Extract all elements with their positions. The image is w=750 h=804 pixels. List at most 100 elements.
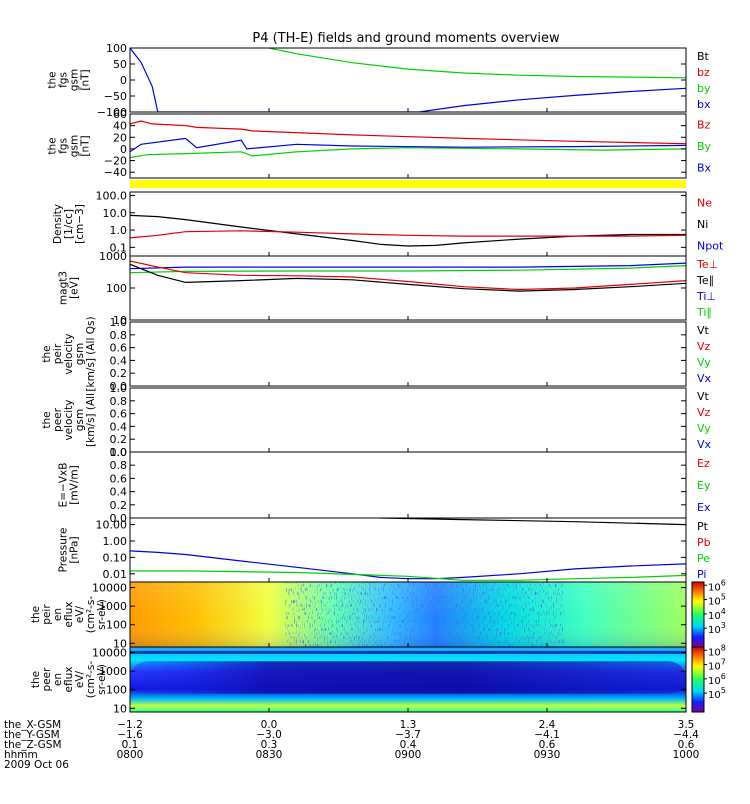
legend-item: Npot bbox=[697, 239, 724, 252]
legend-item: Te⊥ bbox=[696, 258, 718, 271]
legend-item: bx bbox=[697, 98, 711, 111]
y-tick-label: −100 bbox=[97, 106, 127, 119]
y-axis-label: en bbox=[52, 608, 64, 621]
legend-item: Vz bbox=[697, 340, 711, 353]
spectrogram-noise bbox=[285, 582, 564, 647]
y-tick-label: 0.2 bbox=[110, 433, 128, 446]
y-axis-label: E=−VxB bbox=[58, 463, 70, 508]
y-axis-label: Pressure bbox=[58, 528, 70, 573]
x-axis-tick-label: 0830 bbox=[256, 749, 283, 761]
y-axis-label: [nT] bbox=[80, 135, 92, 156]
y-axis-label: gsm bbox=[69, 69, 81, 91]
x-axis-tick-label: −4.4 bbox=[673, 729, 699, 741]
x-axis-tick-label: 0800 bbox=[117, 749, 144, 761]
y-tick-label: 0.8 bbox=[110, 329, 128, 342]
y-axis-label: [eV] bbox=[69, 277, 81, 299]
y-axis-label: the bbox=[47, 137, 59, 154]
colorbar-label: 106 bbox=[708, 578, 726, 593]
colorbar-label: 103 bbox=[708, 621, 726, 636]
y-tick-label: 0.1 bbox=[110, 241, 128, 254]
x-axis-row-label: the_X-GSM bbox=[4, 719, 61, 731]
y-axis-label: sr-eV) bbox=[96, 664, 108, 695]
x-axis-tick-label: 0930 bbox=[534, 749, 561, 761]
y-tick-label: 100 bbox=[106, 619, 127, 632]
y-tick-label: 0 bbox=[120, 74, 127, 87]
legend-item: Pb bbox=[697, 536, 711, 549]
y-tick-label: 100 bbox=[106, 42, 127, 55]
legend-item: Ez bbox=[697, 457, 710, 470]
y-axis-label: [nT] bbox=[80, 69, 92, 90]
legend-item: Vx bbox=[697, 438, 712, 451]
y-tick-label: 0.8 bbox=[110, 459, 128, 472]
y-tick-label: 100 bbox=[106, 684, 127, 697]
y-axis-label: the bbox=[41, 345, 53, 362]
x-axis-tick-label: 3.5 bbox=[678, 719, 695, 731]
series-line-Bx bbox=[130, 137, 686, 153]
y-axis-label: [cm−3] bbox=[74, 204, 86, 244]
y-tick-label: 0.8 bbox=[110, 395, 128, 408]
panel-pressure: 10.00 1.00 0.10 0.01 Pressure [nPa] Pt Pb Pe Pi bbox=[58, 517, 711, 583]
y-tick-label: 100 bbox=[106, 282, 127, 295]
x-axis-tick-label: −3.0 bbox=[256, 729, 282, 741]
y-tick-label: 1.0 bbox=[110, 316, 128, 329]
x-axis-tick-label: 1.3 bbox=[400, 719, 417, 731]
panel-frame bbox=[129, 517, 687, 583]
y-axis-label: eV/ bbox=[74, 670, 86, 688]
y-axis-label: sr-eV) bbox=[96, 599, 108, 630]
series-line-Pt bbox=[380, 518, 686, 526]
y-tick-label: 0 bbox=[120, 143, 127, 156]
y-axis-label: [nPa] bbox=[69, 536, 81, 563]
x-axis-row-label: the_Z-GSM bbox=[4, 739, 62, 751]
y-tick-label: 1000 bbox=[99, 600, 127, 613]
y-axis-label: peer bbox=[52, 407, 64, 432]
y-axis-label: [mV/m] bbox=[69, 465, 81, 504]
colorbar-label: 104 bbox=[708, 607, 726, 622]
y-axis-label: the bbox=[30, 671, 42, 688]
spectrogram-band bbox=[130, 650, 686, 654]
colorbar-label: 106 bbox=[708, 672, 726, 687]
y-tick-label: 10.0 bbox=[103, 207, 128, 220]
y-axis-label: gsm bbox=[74, 343, 86, 365]
series-line-by bbox=[268, 48, 686, 79]
y-axis-label: the bbox=[30, 606, 42, 623]
x-axis-tick-label: −1.6 bbox=[117, 729, 143, 741]
y-tick-label: −50 bbox=[104, 90, 127, 103]
y-tick-label: 0.2 bbox=[110, 499, 128, 512]
y-tick-label: 10000 bbox=[92, 647, 127, 660]
legend-item: by bbox=[697, 82, 711, 95]
x-axis-tick-label: 0900 bbox=[395, 749, 422, 761]
y-axis-label: peir bbox=[41, 604, 53, 625]
series-line-Ti⊥ bbox=[130, 262, 686, 270]
legend-item: Vy bbox=[697, 422, 711, 435]
x-axis-tick-label: −4.1 bbox=[534, 729, 560, 741]
y-axis-label: [1/cc] bbox=[63, 209, 75, 239]
legend-item: Pt bbox=[697, 520, 709, 533]
colorbar-label: 108 bbox=[708, 643, 726, 658]
x-axis-tick-label: 0.3 bbox=[261, 739, 278, 751]
y-tick-label: 50 bbox=[113, 58, 127, 71]
y-tick-label: 0.0 bbox=[110, 512, 128, 525]
legend-item: Ex bbox=[697, 501, 711, 514]
y-tick-label: 0.4 bbox=[110, 486, 128, 499]
colorbar-label: 105 bbox=[708, 593, 726, 608]
y-tick-label: 0.2 bbox=[110, 367, 128, 380]
y-tick-label: 0.4 bbox=[110, 354, 128, 367]
series-line-Te⊥ bbox=[130, 260, 686, 291]
y-axis-label: peer bbox=[41, 667, 53, 692]
y-axis-label: en bbox=[52, 673, 64, 686]
y-tick-label: 0.10 bbox=[103, 551, 128, 564]
y-axis-label: peir bbox=[52, 343, 64, 364]
y-tick-label: 1000 bbox=[99, 665, 127, 678]
plot-title: P4 (TH-E) fields and ground moments over… bbox=[252, 31, 560, 46]
legend-item: Vt bbox=[697, 324, 710, 337]
y-tick-label: 10 bbox=[113, 637, 127, 650]
series-line-Bz bbox=[130, 120, 686, 145]
y-tick-label: 1000 bbox=[99, 250, 127, 263]
